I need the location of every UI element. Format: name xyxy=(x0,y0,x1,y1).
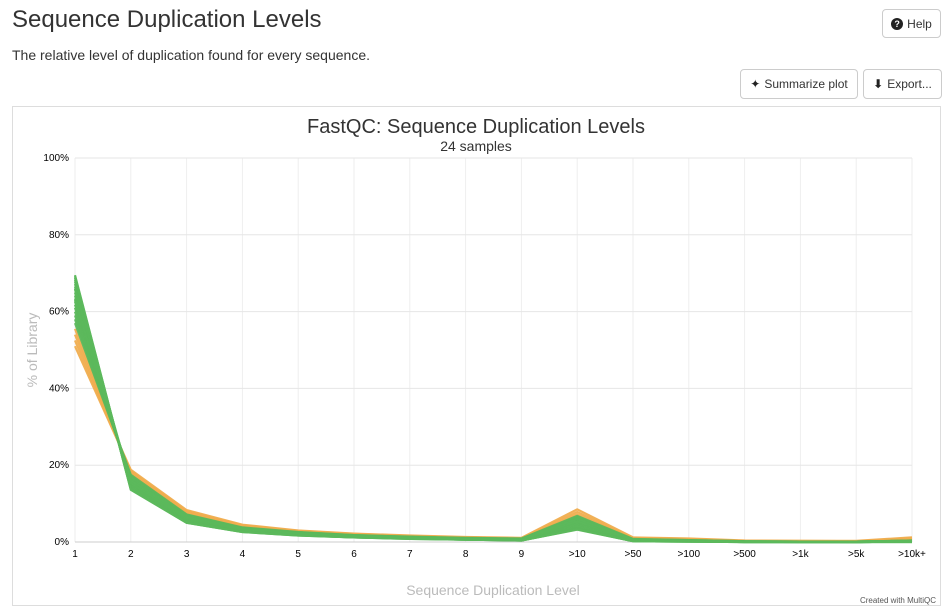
series-line[interactable] xyxy=(73,311,913,543)
series-line[interactable] xyxy=(73,277,913,544)
series-line[interactable] xyxy=(73,288,913,544)
x-tick-label: >10 xyxy=(569,549,586,560)
series-line[interactable] xyxy=(73,339,913,543)
series-line[interactable] xyxy=(73,318,913,543)
series-line[interactable] xyxy=(73,307,913,543)
y-tick-label: 80% xyxy=(49,230,69,241)
y-tick-label: 40% xyxy=(49,383,69,394)
export-button-label: Export... xyxy=(887,77,932,91)
x-tick-label: 3 xyxy=(184,549,190,560)
page-title: Sequence Duplication Levels xyxy=(12,6,322,33)
x-axis-title: Sequence Duplication Level xyxy=(406,582,580,598)
x-tick-label: 1 xyxy=(72,549,78,560)
created-with-credit: Created with MultiQC xyxy=(860,596,936,605)
x-tick-label: >10k+ xyxy=(898,549,926,560)
series-line[interactable] xyxy=(73,299,913,543)
chart-subtitle: 24 samples xyxy=(440,138,512,154)
series-line[interactable] xyxy=(73,276,912,544)
x-tick-label: 5 xyxy=(295,549,301,560)
plot-container[interactable]: FastQC: Sequence Duplication Levels 24 s… xyxy=(12,106,941,606)
series-line[interactable] xyxy=(73,295,913,544)
y-tick-label: 0% xyxy=(55,537,70,548)
series-line[interactable] xyxy=(73,283,913,544)
series-line[interactable] xyxy=(73,301,913,544)
series-line[interactable] xyxy=(73,281,913,544)
help-button[interactable]: ? Help xyxy=(882,9,941,38)
x-tick-label: >5k xyxy=(848,549,865,560)
y-axis-title: % of Library xyxy=(24,313,40,388)
summarize-plot-label: Summarize plot xyxy=(764,77,848,91)
x-tick-label: >500 xyxy=(733,549,756,560)
chart-title: FastQC: Sequence Duplication Levels xyxy=(307,116,645,138)
question-circle-icon: ? xyxy=(891,17,904,30)
series-line[interactable] xyxy=(73,345,913,542)
series-line[interactable] xyxy=(73,274,912,544)
sparkle-icon: ✦ xyxy=(750,77,761,91)
series-line[interactable] xyxy=(73,328,913,543)
series-line[interactable] xyxy=(73,322,913,543)
x-tick-label: 8 xyxy=(463,549,469,560)
summarize-plot-button[interactable]: ✦ Summarize plot xyxy=(740,69,858,99)
x-tick-label: 4 xyxy=(240,549,246,560)
x-tick-label: >1k xyxy=(792,549,809,560)
download-icon: ⬇ xyxy=(873,77,884,91)
x-tick-label: >50 xyxy=(625,549,642,560)
series-line[interactable] xyxy=(73,315,913,543)
x-tick-label: >100 xyxy=(678,549,701,560)
export-button[interactable]: ⬇ Export... xyxy=(863,69,942,99)
x-tick-label: 9 xyxy=(519,549,525,560)
series-line[interactable] xyxy=(73,288,913,544)
x-tick-label: 7 xyxy=(407,549,413,560)
series-line[interactable] xyxy=(73,286,913,544)
help-button-label: Help xyxy=(907,16,932,31)
series-line[interactable] xyxy=(73,304,913,543)
duplication-chart[interactable]: FastQC: Sequence Duplication Levels 24 s… xyxy=(13,107,940,605)
y-tick-label: 60% xyxy=(49,307,69,318)
series-line[interactable] xyxy=(73,298,913,544)
x-tick-label: 2 xyxy=(128,549,134,560)
y-tick-label: 100% xyxy=(43,153,69,164)
page-description: The relative level of duplication found … xyxy=(12,47,370,63)
series-line[interactable] xyxy=(73,279,913,544)
y-tick-label: 20% xyxy=(49,460,69,471)
series-line[interactable] xyxy=(73,334,913,543)
series-line[interactable] xyxy=(73,292,913,544)
x-tick-label: 6 xyxy=(351,549,357,560)
